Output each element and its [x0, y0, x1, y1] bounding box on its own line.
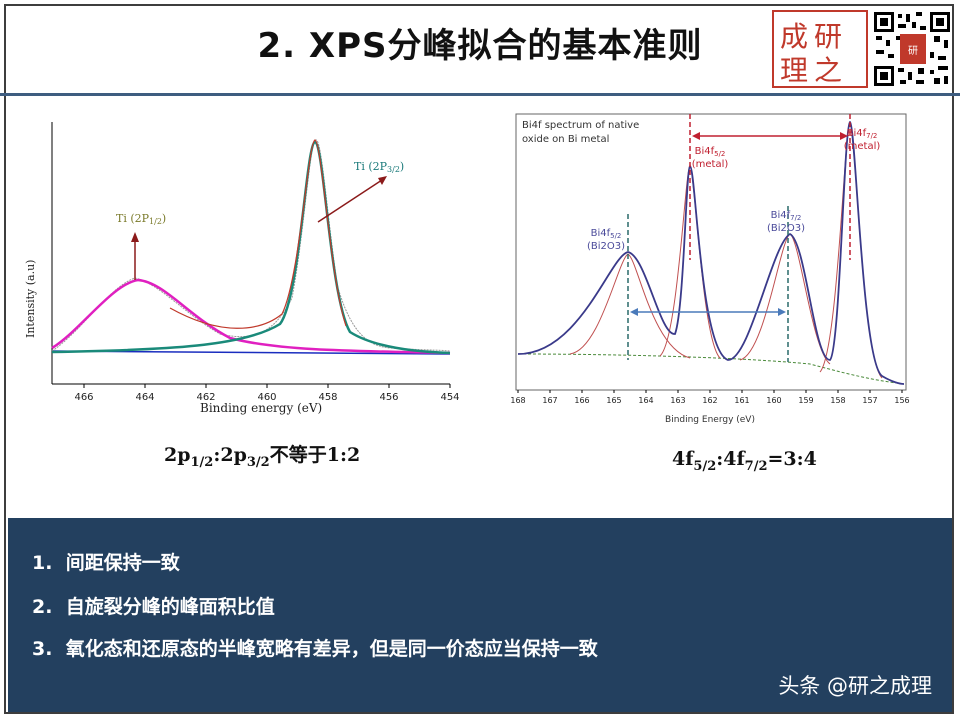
- bi-note-line-2: oxide on Bi metal: [522, 134, 609, 145]
- ti-y-axis-label: Intensity (a.u): [24, 260, 37, 338]
- ti-2p12-fit-curve: [51, 278, 451, 355]
- x-tick-label: 166: [574, 396, 589, 405]
- principles-panel: 1. 间距保持一致 2. 自旋裂分峰的峰面积比值 3. 氧化态和还原态的半峰宽略…: [8, 518, 952, 712]
- svg-text:研: 研: [908, 45, 918, 57]
- ti-x-axis-label: Binding energy (eV): [200, 401, 322, 415]
- bi-metal52-label: Bi4f5/2 (metal): [692, 146, 729, 170]
- x-tick-label: 162: [702, 396, 717, 405]
- principle-item-3: 3. 氧化态和还原态的半峰宽略有差异，但是同一价态应当保持一致: [32, 638, 598, 660]
- x-tick-label: 168: [510, 396, 525, 405]
- ti-2p12-label: Ti (2P1/2): [116, 212, 166, 226]
- bi-envelope-curve: [517, 120, 905, 385]
- logo-char-4: 之: [814, 54, 842, 86]
- principle-item-2: 2. 自旋裂分峰的峰面积比值: [32, 596, 275, 618]
- ti-2p-spectrum-chart: 466 464 462 460 458 456 454 Ti (2P1/2) Ti (2P3…: [20, 118, 460, 418]
- x-tick-label: 160: [766, 396, 781, 405]
- ti-envelope-curve: [169, 139, 347, 329]
- bi-metal72-label: Bi4f7/2 (metal): [844, 128, 881, 152]
- logo-char-3: 理: [780, 54, 808, 86]
- slide-frame: [4, 4, 954, 714]
- x-tick-label: 456: [379, 392, 398, 403]
- x-tick-label: 167: [542, 396, 557, 405]
- slide-title: 2. XPS分峰拟合的基本准则: [257, 26, 703, 66]
- title-divider: [0, 93, 960, 96]
- x-tick-label: 156: [894, 396, 909, 405]
- bi-ox72-label: Bi4f7/2 (Bi2O3): [767, 210, 805, 234]
- x-tick-label: 157: [862, 396, 877, 405]
- x-tick-label: 454: [440, 392, 459, 403]
- logo: 成 研 理 之: [772, 10, 868, 88]
- x-tick-label: 460: [257, 392, 276, 403]
- qr-code-icon: 研: [872, 10, 952, 88]
- ti-ratio-caption: 2p1/2:2p3/2不等于1:2: [164, 444, 361, 470]
- principle-item-1: 1. 间距保持一致: [32, 552, 180, 574]
- bi-4f-spectrum-chart: 168 167 166 165 164 163 162 161 160 159 158 157 156 …: [510, 110, 910, 432]
- bi-ox52-label: Bi4f5/2 (Bi2O3): [587, 228, 625, 252]
- x-tick-label: 165: [606, 396, 621, 405]
- source-watermark: 头条 @研之成理: [778, 674, 932, 698]
- x-tick-label: 161: [734, 396, 749, 405]
- x-tick-label: 158: [830, 396, 845, 405]
- bi-x-axis-label: Binding Energy (eV): [665, 415, 755, 425]
- bi-ratio-caption: 4f5/2:4f7/2=3:4: [672, 448, 817, 474]
- x-tick-label: 164: [638, 396, 653, 405]
- x-tick-label: 462: [196, 392, 215, 403]
- x-tick-label: 458: [318, 392, 337, 403]
- bi-note-line-1: Bi4f spectrum of native: [522, 120, 639, 131]
- logo-char-1: 成: [780, 20, 808, 53]
- logo-char-2: 研: [814, 20, 842, 53]
- x-tick-label: 466: [74, 392, 93, 403]
- ti-2p32-label: Ti (2P3/2): [354, 160, 404, 174]
- bi-background-line: [517, 353, 905, 385]
- x-tick-label: 464: [135, 392, 154, 403]
- x-tick-label: 159: [798, 396, 813, 405]
- x-tick-label: 163: [670, 396, 685, 405]
